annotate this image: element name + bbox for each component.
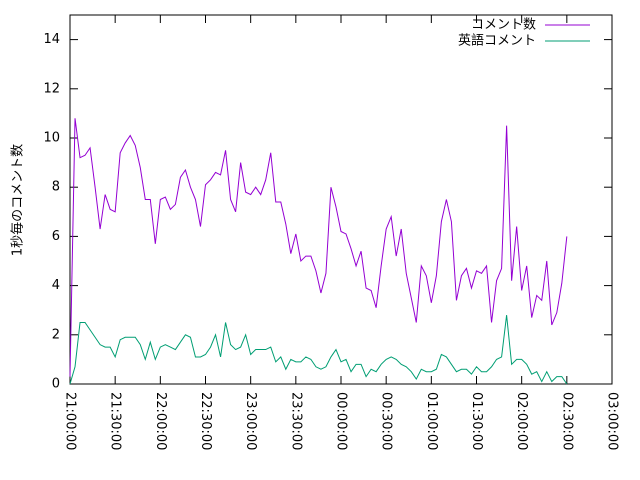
y-tick-label: 0 [52,377,60,392]
x-tick-label: 21:30:00 [108,392,123,450]
y-tick-label: 4 [52,278,60,293]
x-tick-label: 01:30:00 [469,392,484,450]
x-tick-label: 02:30:00 [559,392,574,450]
y-tick-label: 2 [52,327,60,342]
y-tick-label: 8 [52,180,60,195]
legend-label: コメント数 [471,18,536,33]
x-tick-label: 23:30:00 [288,392,303,450]
x-tick-label: 23:00:00 [243,392,258,450]
x-tick-label: 03:00:00 [605,392,620,450]
x-tick-label: 22:30:00 [198,392,213,450]
series-line [69,315,568,385]
x-tick-label: 22:00:00 [153,392,168,450]
x-tick-label: 01:00:00 [424,392,439,450]
x-tick-label: 21:00:00 [63,392,78,450]
y-tick-label: 14 [43,32,60,47]
x-tick-label: 00:00:00 [334,392,349,450]
x-tick-label: 00:30:00 [379,392,394,450]
y-tick-label: 6 [52,229,60,244]
plot-border [69,14,613,385]
series-line [69,118,568,377]
legend-label: 英語コメント [458,33,536,49]
y-axis-label: 1秒毎のコメント数 [10,144,26,256]
y-tick-label: 12 [43,81,60,96]
y-tick-label: 10 [43,131,60,146]
x-tick-label: 02:00:00 [514,392,529,450]
